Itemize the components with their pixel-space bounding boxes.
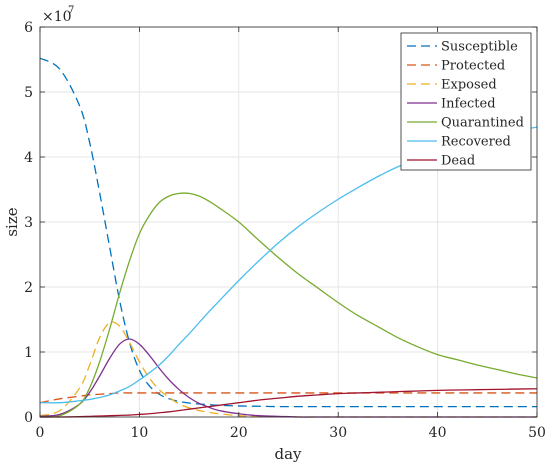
series-line-quarantined (39, 192, 538, 418)
ticks: 0 10 20 30 40 50 0 1 2 3 4 5 6 (24, 20, 546, 441)
legend-label-susceptible: Susceptible (441, 40, 518, 55)
y-multiplier: ×10 (42, 9, 72, 25)
legend-label-infected: Infected (441, 97, 496, 112)
x-tick-label: 50 (528, 425, 546, 441)
legend-label-exposed: Exposed (441, 78, 497, 93)
y-tick-label: 0 (24, 410, 33, 426)
y-tick-label: 2 (24, 280, 33, 296)
series-line-susceptible (39, 57, 538, 408)
x-tick-label: 10 (130, 425, 148, 441)
legend-label-protected: Protected (441, 59, 505, 74)
y-tick-label: 5 (24, 85, 33, 101)
x-tick-label: 20 (230, 425, 248, 441)
x-tick-label: 30 (329, 425, 347, 441)
legend-box (400, 32, 532, 171)
legend-label-recovered: Recovered (441, 135, 511, 150)
y-tick-label: 6 (24, 20, 33, 36)
x-tick-label: 40 (429, 425, 447, 441)
y-tick-label: 3 (24, 215, 33, 231)
series-line-dead (39, 388, 538, 418)
y-multiplier-exponent: 7 (68, 5, 74, 16)
y-axis-label: size (3, 207, 21, 236)
x-tick-label: 0 (36, 425, 45, 441)
legend: Susceptible Protected Exposed Infected Quara… (400, 32, 532, 171)
legend-label-dead: Dead (441, 154, 475, 169)
y-tick-label: 4 (24, 150, 33, 166)
legend-label-quarantined: Quarantined (441, 116, 524, 131)
x-axis-label: day (274, 445, 302, 463)
y-tick-label: 1 (24, 345, 33, 361)
series-line-exposed (39, 321, 537, 418)
